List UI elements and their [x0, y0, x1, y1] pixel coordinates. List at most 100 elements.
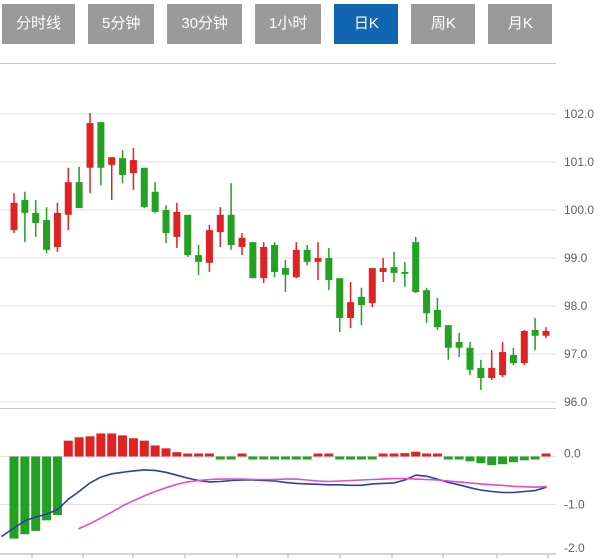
candle-body-down — [466, 347, 474, 370]
candle-body-down — [531, 330, 539, 336]
kline-chart-area[interactable]: 102.0 101.0 100.0 99.0 98.0 97.0 96.0 0.0 -1.0 -2… — [0, 59, 604, 559]
macd-hist-bar-down — [498, 456, 508, 465]
macd-hist-bar-down — [226, 456, 236, 460]
macd-hist-bar-up — [389, 453, 399, 457]
macd-hist-bar-down — [52, 456, 62, 516]
macd-dea-line — [78, 477, 547, 530]
macd-hist-bar-down — [367, 456, 377, 460]
macd-hist-bar-down — [215, 456, 225, 460]
macd-hist-bar-up — [63, 440, 73, 457]
candle-body-down — [281, 268, 289, 275]
kline-chart-svg[interactable]: 102.0 101.0 100.0 99.0 98.0 97.0 96.0 0.0 -1.0 -2… — [0, 59, 604, 559]
tab-monthly-k[interactable]: 月K — [488, 4, 553, 44]
candle-body-up — [238, 237, 246, 247]
candle-body-up — [368, 268, 376, 304]
macd-hist-bar-up — [411, 451, 421, 457]
candle-body-down — [249, 242, 257, 279]
candle-body-down — [97, 122, 105, 168]
candle-body-down — [455, 342, 463, 348]
macd-hist-bar-up — [74, 437, 84, 457]
macd-hist-bar-up — [400, 453, 410, 457]
macd-hist-bar-down — [248, 456, 258, 460]
tab-5min[interactable]: 5分钟 — [88, 4, 155, 44]
candle-body-down — [423, 290, 431, 314]
candle-body-down — [433, 309, 441, 328]
macd-hist-bar-up — [204, 453, 214, 457]
macd-hist-bar-down — [291, 456, 301, 460]
candle-body-up — [314, 258, 322, 262]
candle-body-up — [205, 230, 213, 263]
candle-body-up — [216, 214, 224, 233]
price-axis-label: 101.0 — [564, 155, 594, 169]
price-axis-label: 96.0 — [564, 395, 588, 409]
candle-body-down — [325, 258, 333, 281]
macd-hist-bar-down — [454, 456, 464, 460]
candle-body-down — [43, 220, 51, 250]
macd-hist-bar-up — [139, 440, 149, 457]
candle-body-up — [53, 212, 61, 247]
candle-body-up — [488, 367, 496, 378]
macd-axis-label: -1.0 — [564, 498, 585, 512]
macd-hist-bar-down — [530, 456, 540, 460]
candle-body-down — [509, 354, 517, 364]
candle-body-down — [412, 242, 420, 293]
macd-hist-bar-down — [346, 456, 356, 460]
candle-body-up — [173, 211, 181, 237]
candle-body-down — [336, 278, 344, 318]
macd-hist-bar-up — [313, 453, 323, 457]
candle-body-down — [21, 199, 29, 213]
macd-hist-bar-down — [20, 456, 30, 535]
timeframe-tabbar: 分时线 5分钟 30分钟 1小时 日K 周K 月K — [0, 0, 604, 44]
candle-body-down — [184, 214, 192, 256]
macd-hist-bar-up — [118, 435, 128, 457]
price-axis-label: 100.0 — [564, 203, 594, 217]
tab-daily-k[interactable]: 日K — [334, 4, 399, 44]
macd-hist-bar-up — [324, 453, 334, 457]
price-axis-label: 98.0 — [564, 299, 588, 313]
candle-body-down — [271, 245, 279, 272]
tab-weekly-k[interactable]: 周K — [411, 4, 476, 44]
macd-hist-bar-up — [172, 452, 182, 457]
candle-body-up — [347, 302, 355, 318]
macd-hist-bar-down — [335, 456, 345, 460]
macd-hist-bar-up — [150, 445, 160, 457]
candle-body-down — [119, 158, 127, 175]
macd-axis-label: 0.0 — [564, 447, 581, 461]
macd-hist-bar-up — [183, 453, 193, 457]
macd-hist-bar-up — [237, 453, 247, 457]
candle-body-down — [162, 210, 170, 234]
tab-time-line[interactable]: 分时线 — [2, 4, 76, 44]
candle-body-down — [32, 212, 40, 223]
macd-hist-bar-down — [280, 456, 290, 460]
macd-hist-bar-down — [270, 456, 280, 460]
macd-hist-bar-up — [96, 433, 106, 457]
tab-1hour[interactable]: 1小时 — [255, 4, 322, 44]
macd-hist-bar-down — [9, 456, 19, 539]
macd-hist-bar-up — [422, 453, 432, 457]
macd-hist-bar-down — [508, 456, 518, 463]
candle-body-down — [401, 271, 409, 274]
candle-body-up — [292, 249, 300, 278]
candle-body-down — [357, 296, 365, 306]
price-axis-label: 102.0 — [564, 107, 594, 121]
macd-hist-bar-up — [85, 436, 95, 457]
candle-body-up — [64, 182, 72, 215]
candle-body-up — [499, 352, 507, 376]
macd-dif-line — [1, 469, 547, 538]
candle-body-up — [379, 268, 387, 272]
candle-body-up — [260, 246, 268, 279]
candle-body-down — [303, 249, 311, 262]
macd-hist-bar-down — [519, 456, 529, 461]
macd-hist-bar-down — [31, 456, 41, 531]
tab-30min[interactable]: 30分钟 — [167, 4, 243, 44]
macd-hist-bar-down — [356, 456, 366, 460]
candle-body-up — [86, 123, 94, 168]
macd-hist-bar-down — [302, 456, 312, 460]
macd-hist-bar-down — [465, 456, 475, 462]
candle-body-down — [390, 267, 398, 273]
macd-hist-bar-up — [194, 453, 204, 457]
candle-body-up — [10, 202, 18, 231]
macd-hist-bar-down — [42, 456, 52, 521]
candle-body-down — [195, 255, 203, 262]
price-axis-label: 99.0 — [564, 251, 588, 265]
